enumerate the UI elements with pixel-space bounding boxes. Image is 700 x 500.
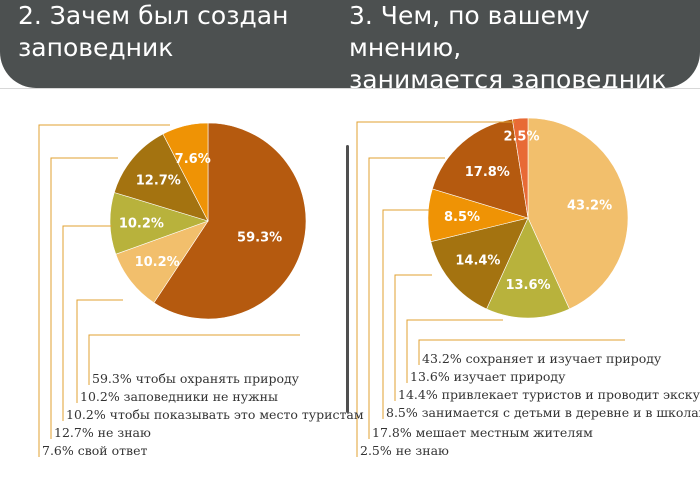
pie2-legend-item-0: 59.3% чтобы охранять природу bbox=[92, 371, 300, 386]
pie3-leader-4 bbox=[368, 157, 445, 439]
pie3-slice-label-5: 2.5% bbox=[503, 129, 539, 144]
pie2-slice-0 bbox=[153, 122, 307, 320]
pie2-legend-item-3: 12.7% не знаю bbox=[54, 425, 151, 440]
pie3-slice-label-3: 8.5% bbox=[444, 210, 480, 225]
pie2-leader-2 bbox=[62, 225, 112, 421]
pie3-legend-item-0: 43.2% сохраняет и изучает природу bbox=[422, 351, 662, 366]
pie3-slice-4 bbox=[431, 118, 529, 219]
pie3-slice-2 bbox=[430, 217, 529, 310]
header-separator bbox=[0, 88, 700, 89]
pie2-leader-0 bbox=[88, 334, 300, 385]
pie2-leader-4 bbox=[38, 124, 170, 457]
pie2-legend-item-4: 7.6% свой ответ bbox=[42, 443, 148, 458]
pie3-slice-label-4: 17.8% bbox=[465, 165, 510, 180]
chart-title-q3: 3. Чем, по вашему мнению, занимается зап… bbox=[349, 1, 667, 94]
pie2-leader-1 bbox=[76, 299, 123, 403]
pie3-slice-label-2: 14.4% bbox=[455, 253, 500, 268]
pie2-legend-item-1: 10.2% заповедники не нужны bbox=[80, 389, 278, 404]
pie2-slice-label-4: 7.6% bbox=[175, 152, 211, 167]
pie3-legend-item-1: 13.6% изучает природу bbox=[410, 369, 566, 384]
pie3-legend-item-5: 2.5% не знаю bbox=[360, 443, 449, 458]
pie3-slice-0 bbox=[527, 117, 629, 310]
pie3-slice-label-0: 43.2% bbox=[567, 199, 612, 214]
pie3-leader-3 bbox=[382, 209, 430, 419]
vertical-divider bbox=[346, 145, 349, 413]
pie3-legend-item-2: 14.4% привлекает туристов и проводит экс… bbox=[398, 387, 700, 402]
pie2-slice-4 bbox=[162, 122, 209, 222]
pie3-leader-5 bbox=[356, 121, 515, 457]
pie2-slice-label-0: 59.3% bbox=[237, 231, 282, 246]
pie3-slice-5 bbox=[512, 117, 529, 219]
pie2-slice-label-1: 10.2% bbox=[135, 255, 180, 270]
pie2-slice-label-3: 12.7% bbox=[136, 174, 181, 189]
pie3-leader-2 bbox=[394, 274, 432, 401]
pie2-slice-3 bbox=[113, 133, 209, 222]
pie2-legend-item-2: 10.2% чтобы показывать это место туриста… bbox=[66, 407, 364, 422]
pie3-legend-item-3: 8.5% занимается с детьми в деревне и в ш… bbox=[386, 405, 700, 420]
pie3-slice-label-1: 13.6% bbox=[505, 278, 550, 293]
pie2-slice-label-2: 10.2% bbox=[119, 217, 164, 232]
chart-title-q2: 2. Зачем был создан заповедник bbox=[18, 1, 289, 62]
pie3-slice-1 bbox=[486, 217, 570, 319]
header-bar bbox=[0, 0, 700, 88]
pie2-leader-3 bbox=[50, 157, 118, 439]
pie3-leader-0 bbox=[418, 339, 625, 365]
pie3-legend-item-4: 17.8% мешает местным жителям bbox=[372, 425, 593, 440]
pie3-leader-1 bbox=[406, 319, 503, 383]
